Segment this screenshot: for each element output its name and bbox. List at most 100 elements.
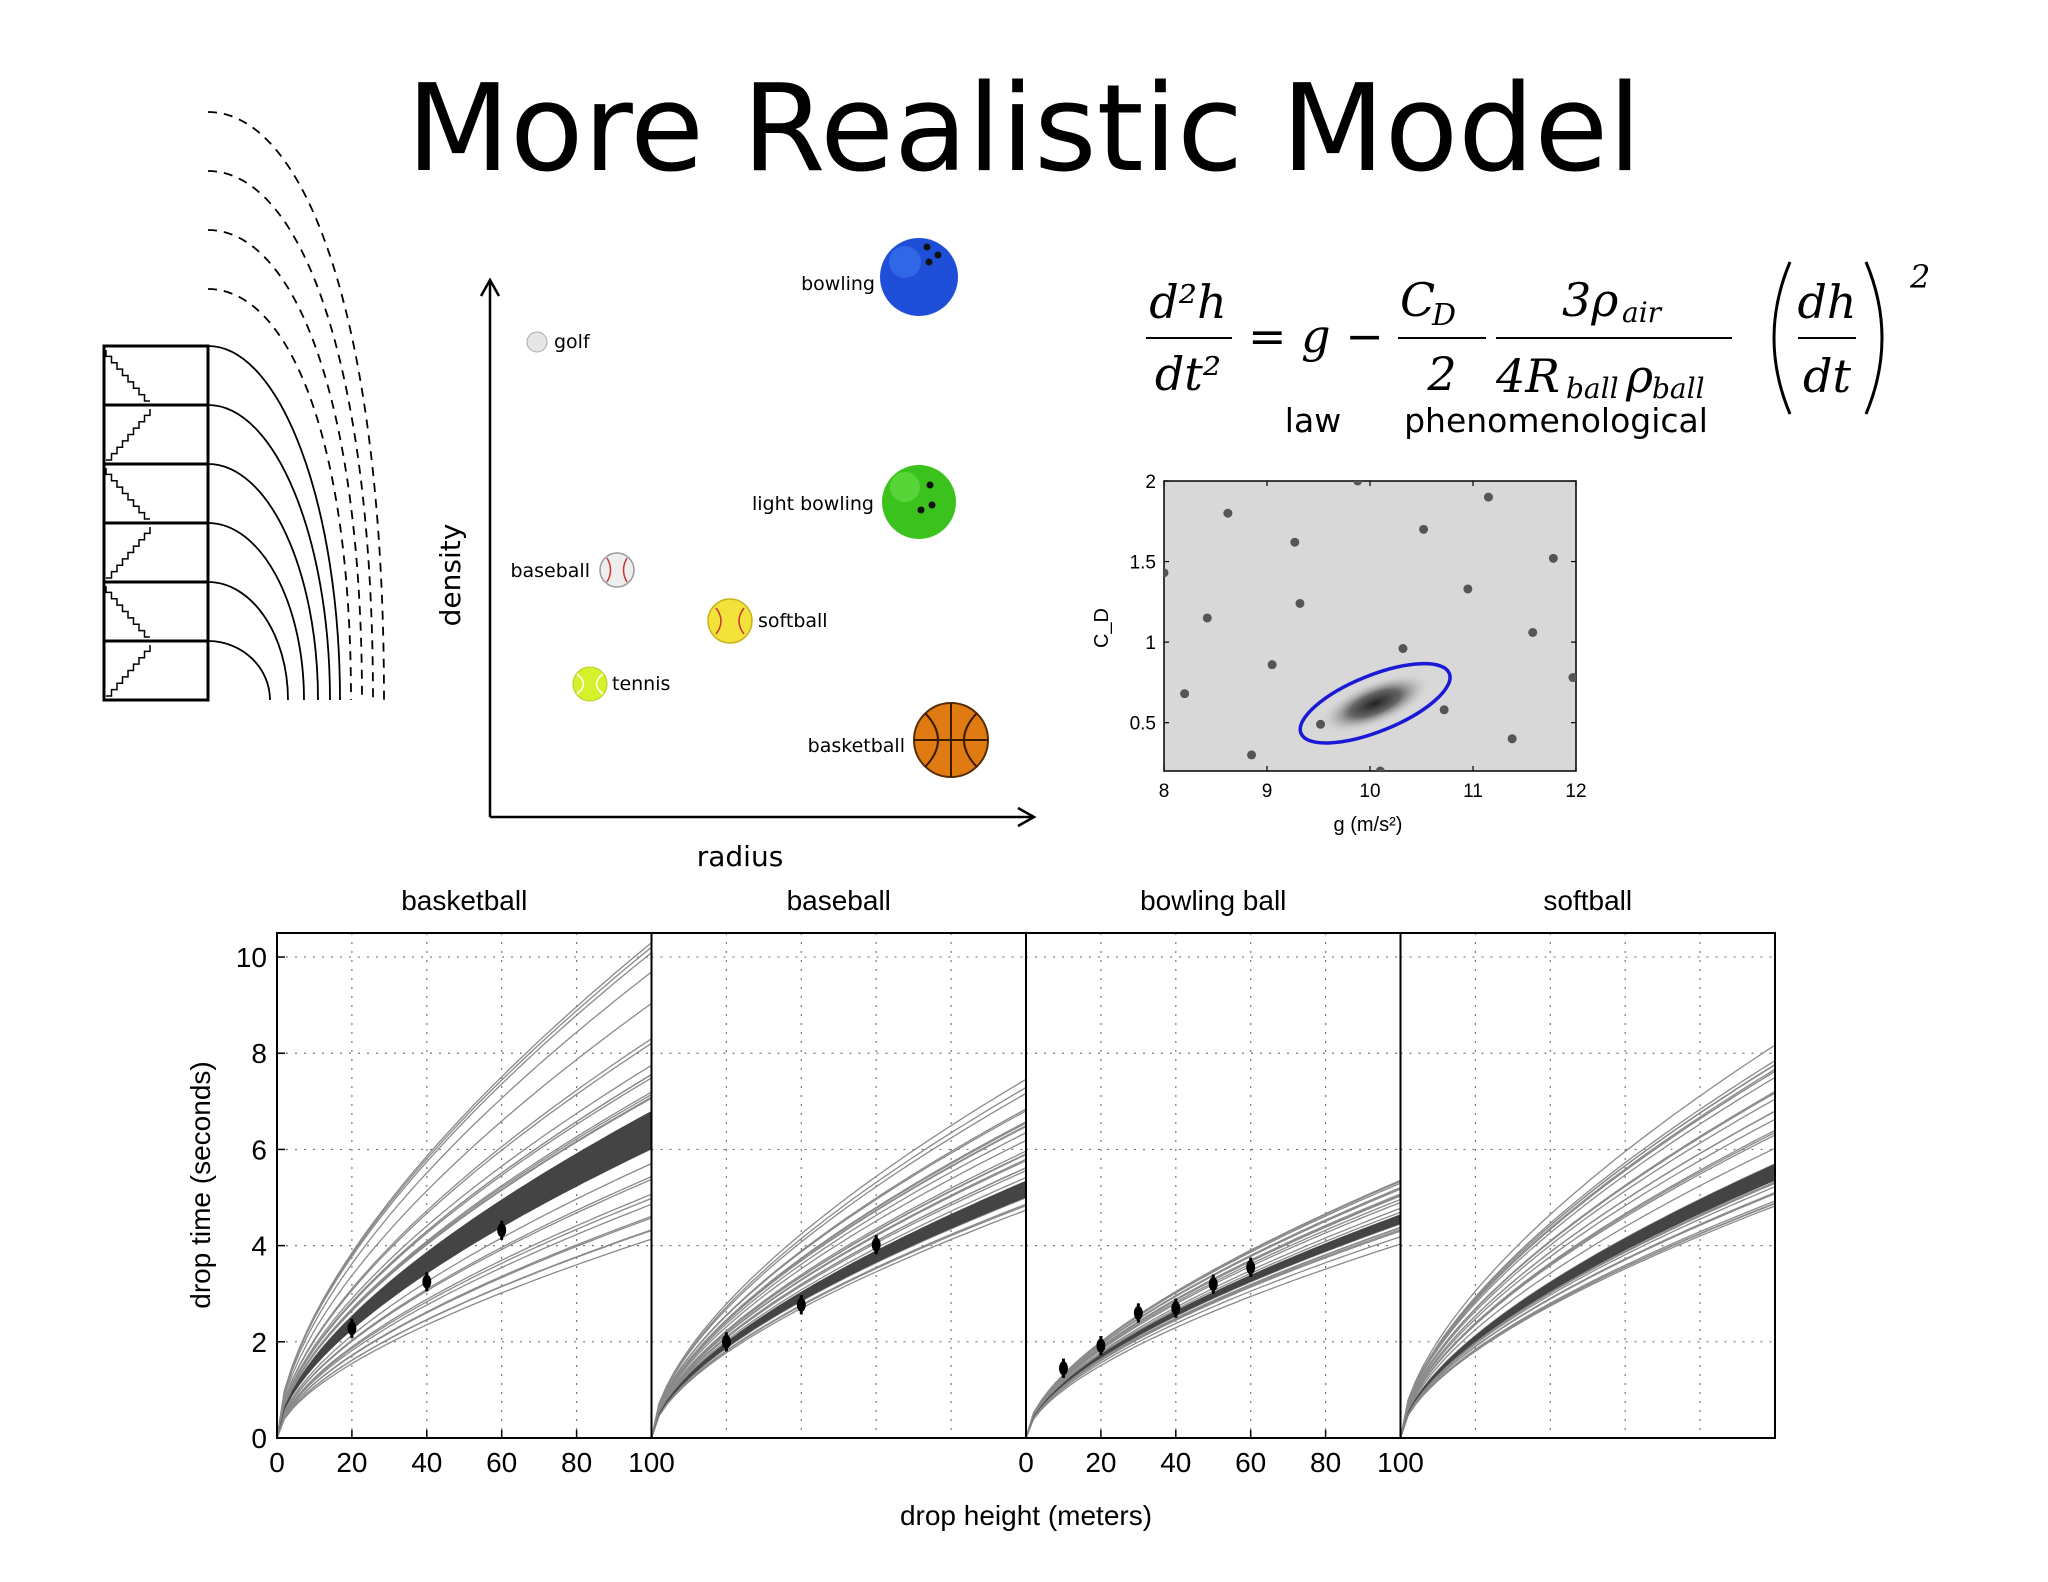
sample-curve <box>650 1110 1027 1439</box>
ball-label-bowling: bowling <box>801 273 875 295</box>
golf-ball-icon <box>526 331 548 353</box>
posterior-band <box>651 1180 1026 1438</box>
sample-curve <box>1025 1243 1401 1439</box>
bowling-ball-icon <box>880 238 958 316</box>
sample-curve <box>276 971 652 1439</box>
sample-curve <box>276 952 652 1439</box>
sample-curve <box>276 1074 652 1439</box>
sample-curve <box>1399 1186 1776 1439</box>
sample-curve <box>1399 1203 1776 1439</box>
sample-curve <box>276 1002 652 1439</box>
trajectory-curve <box>207 463 319 701</box>
prior-sample-point <box>1295 598 1305 608</box>
sample-curve <box>276 1073 652 1439</box>
scatter-y-tick-label: 0.5 <box>1130 714 1156 735</box>
prior-sample-point <box>1202 613 1212 623</box>
sample-curve <box>1399 1060 1776 1439</box>
sample-curve <box>1025 1194 1401 1439</box>
prior-sample-point <box>1528 627 1538 637</box>
sample-curve <box>650 1182 1027 1439</box>
eq-g-term: = g − <box>1248 309 1384 363</box>
light-bowling-ball-icon <box>882 465 956 539</box>
observation-point <box>721 1334 731 1349</box>
sample-curve <box>1025 1230 1401 1439</box>
sample-curve <box>650 1153 1027 1439</box>
prior-sample-point <box>1483 492 1493 502</box>
sample-curve <box>1399 1092 1776 1439</box>
sample-curve <box>276 1038 652 1439</box>
sample-curve <box>276 1238 652 1439</box>
panel-basketball: basketball <box>276 885 653 1439</box>
sample-curve <box>1025 1214 1401 1439</box>
eq-cd: C <box>1400 273 1435 327</box>
sample-curve <box>650 1132 1027 1439</box>
eq-lhs-numerator: d²h <box>1149 275 1227 329</box>
drop-xlabel: drop height (meters) <box>900 1500 1152 1531</box>
panel-title: bowling ball <box>1140 885 1286 916</box>
y-tick-label: 2 <box>251 1327 267 1358</box>
y-tick-label: 0 <box>251 1423 267 1454</box>
ball-label-baseball: baseball <box>510 560 590 582</box>
prior-sample-point <box>1568 673 1576 683</box>
panel-baseball: baseball <box>650 885 1027 1439</box>
observation-point <box>1096 1338 1106 1353</box>
tower-illustration <box>102 111 385 702</box>
sample-curve <box>276 1193 652 1439</box>
scatter-chart: 8 9 10 11 12 0.5 1 1.5 2 g (m/s²) C_D <box>1091 472 1587 836</box>
posterior-ellipse <box>1298 661 1452 745</box>
scatter-y-tick-label: 1.5 <box>1130 553 1156 574</box>
sample-curve <box>276 1097 652 1439</box>
eq-label-law: law <box>1285 401 1341 440</box>
scatter-y-tick-label: 1 <box>1145 633 1156 654</box>
observation-point <box>347 1321 357 1336</box>
x-tick-label: 40 <box>1160 1447 1191 1478</box>
sample-curve <box>1399 1179 1776 1439</box>
sample-curve <box>650 1092 1027 1439</box>
tower-stairs <box>105 350 151 697</box>
equation: d²h dt² = g − C D 2 3ρ air 4R ball ρ bal… <box>1146 258 1930 440</box>
scatter-ylabel: C_D <box>1091 608 1113 648</box>
sample-curve <box>1399 1068 1776 1439</box>
prior-sample-point <box>1463 584 1473 594</box>
sample-curve <box>650 1150 1027 1439</box>
observation-point <box>1058 1361 1068 1376</box>
scatter-x-tick-label: 10 <box>1359 781 1380 802</box>
observation-point <box>422 1274 432 1289</box>
x-tick-label: 80 <box>1310 1447 1341 1478</box>
sample-curve <box>1399 1169 1776 1439</box>
panel-frame <box>1399 932 1776 1439</box>
sample-curve <box>650 1121 1027 1439</box>
sample-curve <box>650 1183 1027 1439</box>
drop-ylabel: drop time (seconds) <box>185 1061 216 1308</box>
eq-rho-num-sub: air <box>1622 296 1663 329</box>
panel-title: softball <box>1543 885 1632 916</box>
eq-left-paren <box>1772 261 1792 415</box>
prior-sample-point <box>1375 766 1385 771</box>
x-tick-label: 20 <box>336 1447 367 1478</box>
prior-sample-point <box>1247 750 1257 760</box>
y-arrow-icon <box>479 277 501 297</box>
eq-rho-den-sub2: ball <box>1652 372 1705 405</box>
y-tick-label: 8 <box>251 1038 267 1069</box>
posterior-density <box>1318 672 1432 734</box>
sample-curve <box>650 1205 1027 1439</box>
sample-curve <box>276 1178 652 1439</box>
eq-rho-num: 3ρ <box>1562 273 1618 327</box>
scatter-x-tick-label: 8 <box>1159 781 1170 802</box>
sample-curve <box>276 1064 652 1439</box>
sample-curve <box>1025 1182 1401 1439</box>
eq-right-paren <box>1864 261 1884 415</box>
sample-curve <box>1025 1236 1401 1439</box>
eq-rho-den-b: ρ <box>1625 349 1653 403</box>
sample-curve <box>276 1163 652 1439</box>
sample-curve <box>650 1177 1027 1439</box>
tennis-ball-icon <box>572 666 608 702</box>
prior-sample-point <box>1164 568 1169 578</box>
x-tick-label: 0 <box>269 1447 285 1478</box>
sample-curve <box>276 1094 652 1439</box>
sample-curve <box>276 1203 652 1439</box>
sample-curve <box>1025 1194 1401 1439</box>
observation-point <box>1171 1301 1181 1316</box>
sample-curve <box>1399 1129 1776 1439</box>
sample-curve <box>1399 1110 1776 1439</box>
